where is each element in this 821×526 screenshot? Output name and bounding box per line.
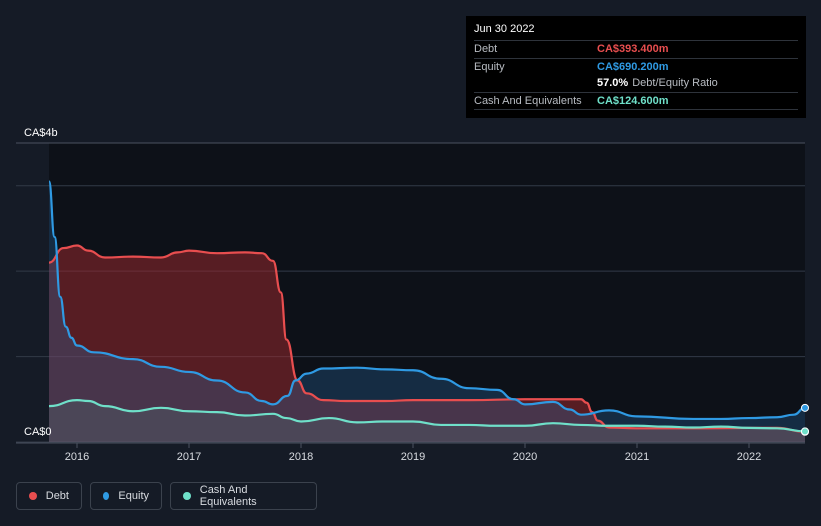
series-areas — [49, 181, 805, 442]
x-axis-ticks: 2016 2017 2018 2019 2020 2021 2022 — [65, 443, 761, 463]
tooltip-panel: Jun 30 2022 Debt CA$393.400m Equity CA$6… — [466, 16, 806, 118]
series-lines — [47, 180, 806, 433]
equity-area — [49, 181, 805, 442]
cash-end-marker — [801, 427, 809, 436]
tooltip-cash-label: Cash And Equivalents — [474, 94, 582, 107]
tooltip-row-debt: Debt CA$393.400m — [474, 40, 798, 58]
chart-legend: Debt Equity Cash And Equivalents — [16, 482, 317, 510]
tooltip-debt-value: CA$393.400m — [597, 43, 669, 56]
debt-line — [48, 244, 806, 433]
tooltip-cash-value: CA$124.600m — [597, 94, 669, 107]
cash-dot-icon — [183, 492, 191, 500]
legend-cash-label: Cash And Equivalents — [199, 484, 257, 508]
debt-area — [49, 245, 805, 442]
x-tick-label: 2018 — [289, 451, 313, 463]
tooltip-equity-value: CA$690.200m — [597, 60, 669, 73]
cash-line — [48, 399, 806, 433]
tooltip-debt-label: Debt — [474, 43, 498, 56]
tooltip-ratio-label: Debt/Equity Ratio — [632, 77, 718, 90]
y-label-bottom: CA$0 — [24, 426, 52, 438]
y-label-top: CA$4b — [24, 127, 58, 139]
tooltip-row-cash: Cash And Equivalents CA$124.600m — [474, 91, 798, 110]
legend-debt-label: Debt — [45, 490, 69, 502]
tooltip-row-equity: Equity CA$690.200m — [474, 57, 798, 76]
tooltip-row-ratio: 57.0% Debt/Equity Ratio — [474, 75, 798, 92]
equity-end-marker — [801, 403, 809, 412]
legend-equity-toggle[interactable]: Equity — [90, 482, 162, 510]
equity-dot-icon — [103, 492, 110, 500]
series-end-markers — [801, 403, 809, 436]
tooltip-ratio-value: 57.0% — [597, 77, 629, 90]
cash-area — [49, 400, 805, 442]
x-tick-label: 2016 — [65, 451, 89, 463]
legend-cash-toggle[interactable]: Cash And Equivalents — [170, 482, 317, 510]
debt-dot-icon — [29, 492, 37, 500]
tooltip-bottom-divider — [474, 109, 798, 127]
x-tick-label: 2021 — [625, 451, 649, 463]
tooltip-equity-label: Equity — [474, 60, 505, 73]
x-tick-label: 2020 — [513, 451, 537, 463]
legend-equity-label: Equity — [118, 490, 149, 502]
x-tick-label: 2022 — [737, 451, 761, 463]
legend-debt-toggle[interactable]: Debt — [16, 482, 82, 510]
x-tick-label: 2017 — [177, 451, 201, 463]
tooltip-date: Jun 30 2022 — [474, 23, 535, 35]
equity-line — [47, 180, 806, 421]
x-tick-label: 2019 — [401, 451, 425, 463]
